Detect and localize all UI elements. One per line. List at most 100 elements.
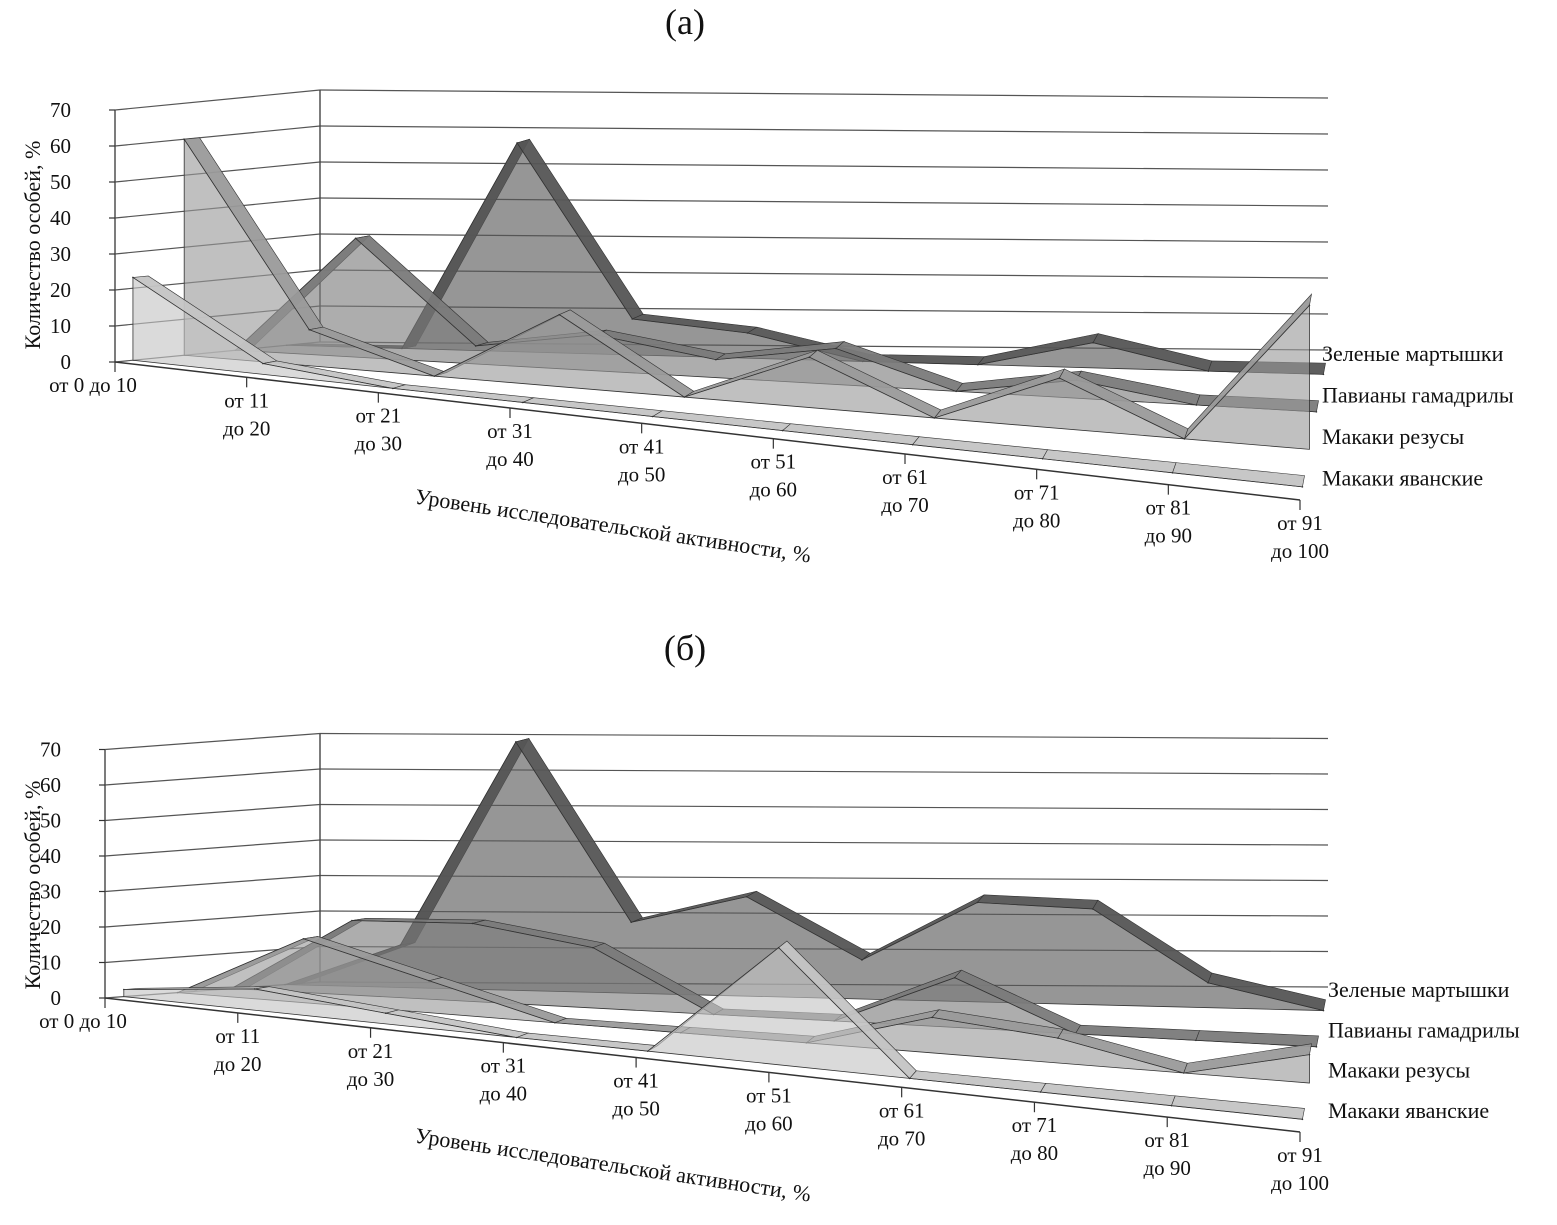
data-point [123, 988, 125, 991]
x-tick-label: от 51 [751, 450, 797, 474]
gridline-back [319, 125, 1329, 135]
x-tick-label: от 41 [619, 434, 665, 458]
data-point [1041, 457, 1044, 460]
legend-label: Зеленые мартышки [1328, 977, 1510, 1002]
x-tick-label: до 50 [618, 462, 665, 486]
gridline-side [104, 732, 321, 751]
gridline-back [319, 89, 1329, 99]
area-front-face [123, 947, 1303, 1120]
data-point [1322, 1009, 1325, 1012]
x-tick-label: от 0 до 10 [49, 373, 137, 397]
data-point [558, 313, 561, 316]
x-tick-label: до 100 [1271, 1171, 1329, 1195]
y-tick-label: 50 [50, 170, 71, 194]
gridline-side [104, 768, 321, 786]
y-tick-label: 20 [50, 278, 71, 302]
gridline-back [319, 803, 1329, 811]
gridline-side [104, 874, 321, 893]
gridline-side [104, 803, 321, 822]
data-point [955, 390, 957, 393]
data-point [384, 1012, 387, 1015]
y-tick-label: 10 [50, 314, 71, 338]
series-layer [132, 137, 1326, 488]
area-top-facet [521, 397, 664, 417]
gridline-back [319, 732, 1329, 740]
data-point [554, 1021, 556, 1024]
y-tick-label: 40 [40, 844, 61, 868]
data-point [1315, 1046, 1318, 1048]
data-point [1182, 1072, 1185, 1074]
data-point [953, 976, 956, 979]
data-point [1171, 472, 1174, 474]
x-tick-label: от 21 [356, 404, 402, 428]
y-tick-label: 70 [50, 98, 71, 122]
area-top-facet [908, 1070, 1047, 1093]
data-point [630, 921, 632, 924]
data-point [683, 396, 686, 398]
legend-label: Макаки резусы [1322, 424, 1464, 449]
y-axis-title: Количество особей, % [20, 781, 45, 990]
data-point [262, 362, 264, 365]
data-point [651, 415, 654, 418]
y-tick-label: 50 [40, 809, 61, 833]
data-point [1207, 982, 1209, 984]
data-point [1207, 370, 1210, 372]
x-tick-label: до 80 [1013, 508, 1060, 532]
data-point [302, 937, 305, 940]
data-point [471, 922, 474, 925]
x-tick-label: до 90 [1144, 1156, 1191, 1180]
data-point [515, 741, 517, 743]
series-1 [183, 137, 1313, 450]
area-top-facet [554, 1018, 692, 1034]
x-tick-label: от 41 [613, 1069, 659, 1093]
data-point [781, 429, 784, 432]
gridline-side [114, 125, 321, 147]
x-tick-label: от 51 [746, 1083, 792, 1107]
y-tick-label: 30 [50, 242, 71, 266]
x-tick-label: от 81 [1144, 1128, 1190, 1152]
x-tick-label: до 60 [750, 478, 797, 502]
x-tick-label: от 61 [882, 465, 928, 489]
x-tick-label: от 71 [1014, 480, 1060, 504]
data-point [1183, 438, 1186, 440]
data-point [933, 417, 936, 419]
x-tick-label: до 60 [745, 1111, 792, 1135]
chart-title: (а) [665, 2, 705, 42]
data-point [908, 1077, 911, 1080]
x-tick-label: от 61 [879, 1098, 925, 1122]
y-tick-label: 60 [40, 773, 61, 797]
gridline-side [104, 910, 321, 928]
data-point [392, 387, 394, 390]
x-tick-label: от 11 [224, 388, 269, 412]
gridline-back [319, 197, 1329, 207]
x-tick-label: до 30 [355, 432, 402, 456]
data-point [931, 1016, 933, 1019]
series-0 [132, 275, 1305, 488]
data-point [976, 901, 979, 904]
x-axis-line [104, 997, 1301, 1133]
data-point [433, 375, 436, 377]
data-point [1308, 1053, 1311, 1056]
chart-panel-b: (б) 0 10 20 30 40 50 60 70 Зеленые мартышки Павиан… [20, 628, 1520, 1207]
data-point [1301, 486, 1304, 488]
data-point [777, 946, 780, 949]
x-tick-label: от 11 [215, 1024, 260, 1048]
x-tick-label: до 70 [881, 493, 928, 517]
data-point [1301, 1118, 1304, 1121]
x-tick-label: до 50 [612, 1097, 659, 1121]
data-point [977, 363, 979, 366]
data-point [354, 237, 357, 240]
data-point [1195, 1039, 1197, 1042]
area-front-face [132, 276, 1303, 488]
data-point [745, 895, 748, 898]
legend-label: Зеленые мартышки [1322, 341, 1504, 366]
x-tick-label: от 81 [1146, 496, 1192, 520]
x-tick-label: до 20 [214, 1052, 261, 1076]
data-point [428, 979, 430, 982]
y-tick-label: 0 [51, 986, 62, 1010]
x-tick-label: до 90 [1145, 524, 1192, 548]
x-tick-label: до 70 [878, 1126, 925, 1150]
data-point [308, 328, 311, 331]
data-point [1195, 404, 1198, 406]
data-point [715, 358, 717, 361]
